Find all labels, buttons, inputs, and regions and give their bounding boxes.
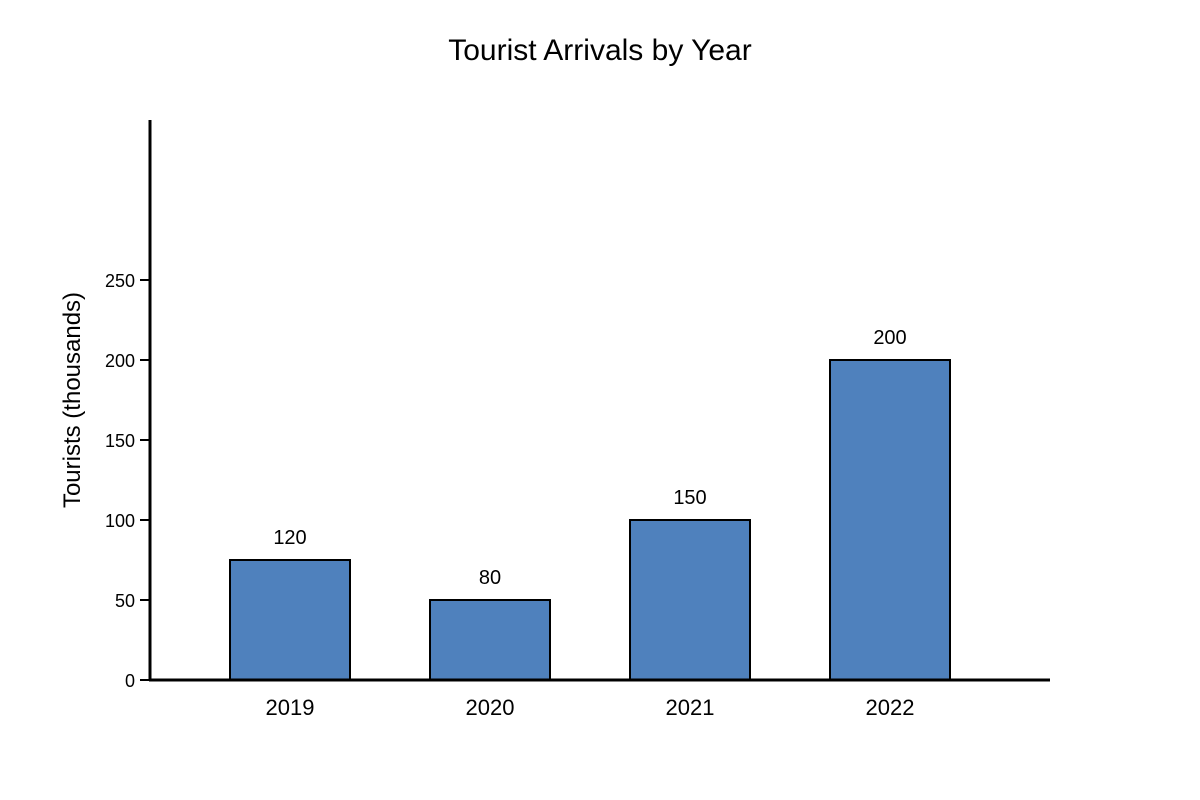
y-tick-label-50: 50 — [115, 591, 135, 611]
y-axis-label: Tourists (thousands) — [59, 292, 86, 508]
bar-2021 — [629, 519, 751, 681]
value-label-2020: 80 — [479, 567, 501, 589]
value-label-2021: 150 — [673, 487, 706, 509]
x-tick-label-2021: 2021 — [666, 695, 715, 720]
bar-2022 — [829, 359, 951, 681]
y-tick-label-250: 250 — [105, 271, 135, 291]
bar-2019 — [229, 559, 351, 681]
y-tick-label-200: 200 — [105, 351, 135, 371]
x-tick-label-2019: 2019 — [266, 695, 315, 720]
chart-title: Tourist Arrivals by Year — [448, 34, 751, 67]
bar-2020 — [429, 599, 551, 681]
value-label-2019: 120 — [273, 527, 306, 549]
y-tick-label-0: 0 — [125, 671, 135, 691]
bars-group — [229, 359, 951, 681]
y-tick-label-150: 150 — [105, 431, 135, 451]
value-label-2022: 200 — [873, 327, 906, 349]
y-tick-label-100: 100 — [105, 511, 135, 531]
x-tick-label-2022: 2022 — [866, 695, 915, 720]
labels-group: 120 2019 80 2020 150 2021 200 2022 0 50 100 150 200 2… — [105, 271, 915, 720]
axes-group — [140, 120, 1050, 682]
x-tick-label-2020: 2020 — [466, 695, 515, 720]
